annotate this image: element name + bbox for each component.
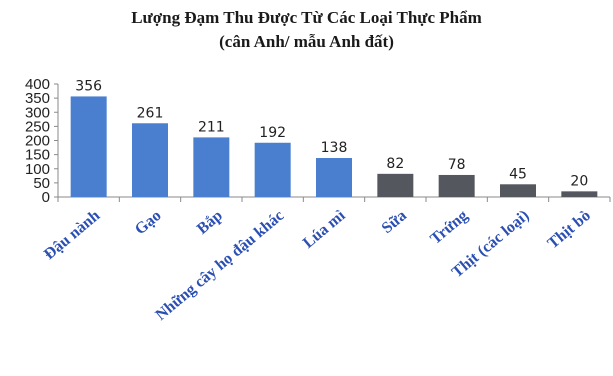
bar bbox=[70, 96, 107, 197]
category-label: Trứng bbox=[427, 207, 471, 248]
y-tick-label: 150 bbox=[25, 147, 50, 164]
bar bbox=[377, 173, 414, 197]
data-label: 138 bbox=[321, 140, 348, 156]
category-label: Bắp bbox=[194, 207, 226, 238]
data-label: 356 bbox=[75, 78, 102, 94]
category-label: Đậu nành bbox=[41, 207, 103, 263]
y-tick-label: 50 bbox=[33, 175, 50, 192]
chart-subtitle: (cân Anh/ mẫu Anh đất) bbox=[219, 32, 394, 51]
bar bbox=[132, 123, 168, 197]
y-tick-label: 0 bbox=[42, 189, 50, 206]
data-label: 45 bbox=[509, 166, 527, 182]
y-tick-label: 250 bbox=[25, 118, 50, 135]
y-tick-label: 100 bbox=[25, 161, 50, 178]
data-label: 261 bbox=[137, 105, 164, 121]
bar bbox=[254, 142, 291, 197]
bar bbox=[561, 191, 598, 197]
y-tick-label: 350 bbox=[25, 90, 50, 107]
category-label: Gạo bbox=[132, 207, 165, 238]
category-label: Sữa bbox=[379, 207, 410, 237]
data-label: 82 bbox=[386, 156, 404, 172]
y-tick-label: 400 bbox=[25, 76, 50, 93]
chart-title: Lượng Đạm Thu Được Từ Các Loại Thực Phẩm bbox=[131, 8, 482, 27]
data-label: 211 bbox=[198, 119, 225, 135]
bar bbox=[438, 174, 475, 197]
bar bbox=[193, 137, 230, 197]
data-label: 192 bbox=[259, 125, 286, 141]
y-tick-label: 300 bbox=[25, 104, 50, 121]
bar bbox=[500, 184, 536, 197]
data-label: 20 bbox=[570, 173, 588, 189]
category-label: Thịt bò bbox=[544, 207, 593, 252]
bar bbox=[316, 158, 352, 197]
category-label: Lúa mì bbox=[300, 207, 349, 252]
data-label: 78 bbox=[448, 157, 466, 173]
y-tick-label: 200 bbox=[25, 133, 50, 150]
